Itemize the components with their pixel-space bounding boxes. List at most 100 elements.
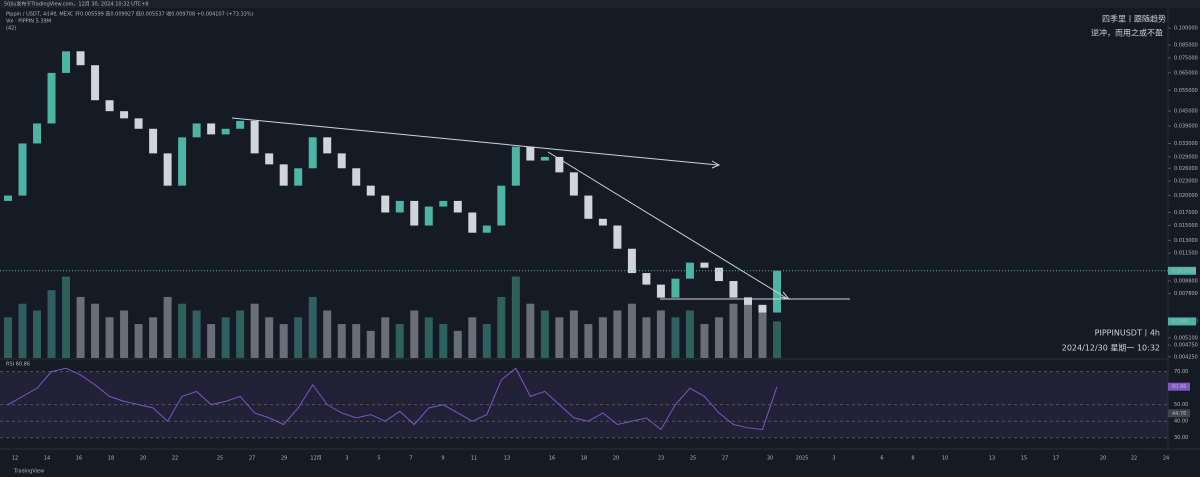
volume-bar — [729, 303, 738, 358]
candle-body — [773, 270, 781, 313]
candle-body — [671, 278, 680, 298]
volume-bar — [352, 324, 361, 358]
candle-body — [207, 123, 216, 135]
y-tick-label: 0.026000 — [1174, 166, 1198, 172]
candle-body — [18, 143, 27, 196]
candle-body — [134, 118, 143, 129]
volume-bar — [424, 317, 433, 358]
x-tick-label: 6 — [880, 456, 883, 462]
ticker: PIPPINUSDT丨4h — [1095, 329, 1160, 338]
x-tick-label: 2025 — [796, 456, 809, 462]
marks: 0.100000 0.085000 0.075000 0.065000 0.055000… — [0, 26, 1198, 462]
arrow-head — [711, 160, 721, 169]
candle-body — [381, 195, 390, 213]
x-tick-label: 3 — [832, 456, 835, 462]
candle-body — [178, 137, 187, 186]
volume-bar — [323, 310, 332, 358]
rsi-title: RSI 60.86 — [6, 362, 30, 368]
candle-body — [366, 185, 375, 196]
symbol-line: Pippin / USDT, 4小时, MEXC 开0.005599 高0.00… — [6, 11, 254, 18]
volume-bar — [105, 317, 114, 358]
candle-body — [410, 200, 419, 226]
candle-body — [627, 248, 636, 274]
x-tick-label: 10 — [942, 456, 948, 462]
x-tick-label: 25 — [690, 456, 696, 462]
volume-bar — [18, 303, 27, 358]
volume-bar — [410, 310, 419, 358]
candle-body — [33, 123, 42, 144]
volume-bar — [526, 303, 535, 358]
volume-bar — [207, 324, 216, 358]
volume-bar — [439, 324, 448, 358]
x-tick-label: 20 — [613, 456, 619, 462]
candle-body — [163, 153, 172, 186]
volume-bar — [555, 317, 564, 358]
candle-body — [120, 111, 129, 119]
candle-body — [468, 212, 477, 233]
candle-body — [149, 128, 158, 154]
candle-body — [656, 284, 665, 298]
y-tick-label: 0.055000 — [1174, 88, 1198, 94]
candle-body — [62, 51, 71, 73]
x-tick-label: 3 — [345, 456, 348, 462]
candle-body — [192, 123, 201, 138]
x-tick-label: 23 — [658, 456, 664, 462]
volume-bar — [671, 317, 680, 358]
watermark: 逆冲，而用之或不盈 — [1091, 28, 1163, 38]
volume-bar — [584, 324, 593, 358]
volume-bar — [468, 317, 477, 358]
candle-body — [308, 137, 317, 169]
candle-body — [613, 225, 622, 249]
rsi-tick-label: 40.00 — [1174, 419, 1188, 425]
volume-bar — [540, 310, 549, 358]
candle-body — [337, 153, 346, 169]
header: 50Jiu发布于TradingView.com，12月 30, 2024 10:… — [4, 1, 149, 8]
x-tick-label: 16 — [76, 456, 82, 462]
rsi-tick-label: 30.00 — [1174, 435, 1188, 441]
candle-body — [91, 65, 100, 101]
volume-bar — [685, 310, 694, 358]
x-tick-label: 12月 — [310, 456, 321, 462]
candle-body — [482, 225, 491, 233]
volume-bar — [149, 317, 158, 358]
rsi-ma-tag — [1168, 409, 1190, 418]
volume-bar — [33, 310, 42, 358]
volume-bar — [47, 290, 56, 358]
volume-bar — [395, 324, 404, 358]
volume-bar — [743, 296, 752, 358]
volume-bar — [497, 296, 506, 358]
candle-body — [714, 267, 723, 282]
rsi-tick-label: 70.00 — [1174, 369, 1188, 375]
drawings — [231, 117, 850, 300]
y-tick-label: 0.008800 — [1174, 279, 1198, 285]
x-tick-label: 15 — [1021, 456, 1027, 462]
x-tick-label: 18 — [108, 456, 114, 462]
candle-body — [555, 156, 564, 173]
x-tick-label: 30 — [767, 456, 773, 462]
volume-bar — [482, 324, 491, 358]
rsi-last-label: 60.86 — [1172, 384, 1186, 390]
x-tick-label: 16 — [549, 456, 555, 462]
last-volume-label: 5.39M — [1172, 319, 1187, 325]
volume-bar — [366, 330, 375, 358]
logo: TradingView — [13, 469, 44, 475]
candle-body — [221, 128, 230, 135]
x-tick-label: 13 — [504, 456, 510, 462]
candle-body — [598, 218, 607, 226]
candle-body — [424, 206, 433, 226]
volume-bar — [758, 310, 767, 358]
candle-body — [642, 273, 651, 285]
top-bar — [0, 0, 1200, 8]
datetime: 2024/12/30 星期一 10:32 — [1062, 344, 1160, 353]
candle-body — [700, 262, 709, 268]
volume-bar — [642, 317, 651, 358]
candle-body — [584, 195, 593, 219]
x-tick-label: 22 — [1131, 456, 1137, 462]
candle-body — [236, 120, 245, 129]
rsi-ma-label: 44.76 — [1172, 411, 1186, 417]
y-tick-label: 0.013000 — [1174, 238, 1198, 244]
volume-bar — [76, 296, 85, 358]
volume-bar — [656, 310, 665, 358]
y-tick-label: 0.023000 — [1174, 179, 1198, 185]
